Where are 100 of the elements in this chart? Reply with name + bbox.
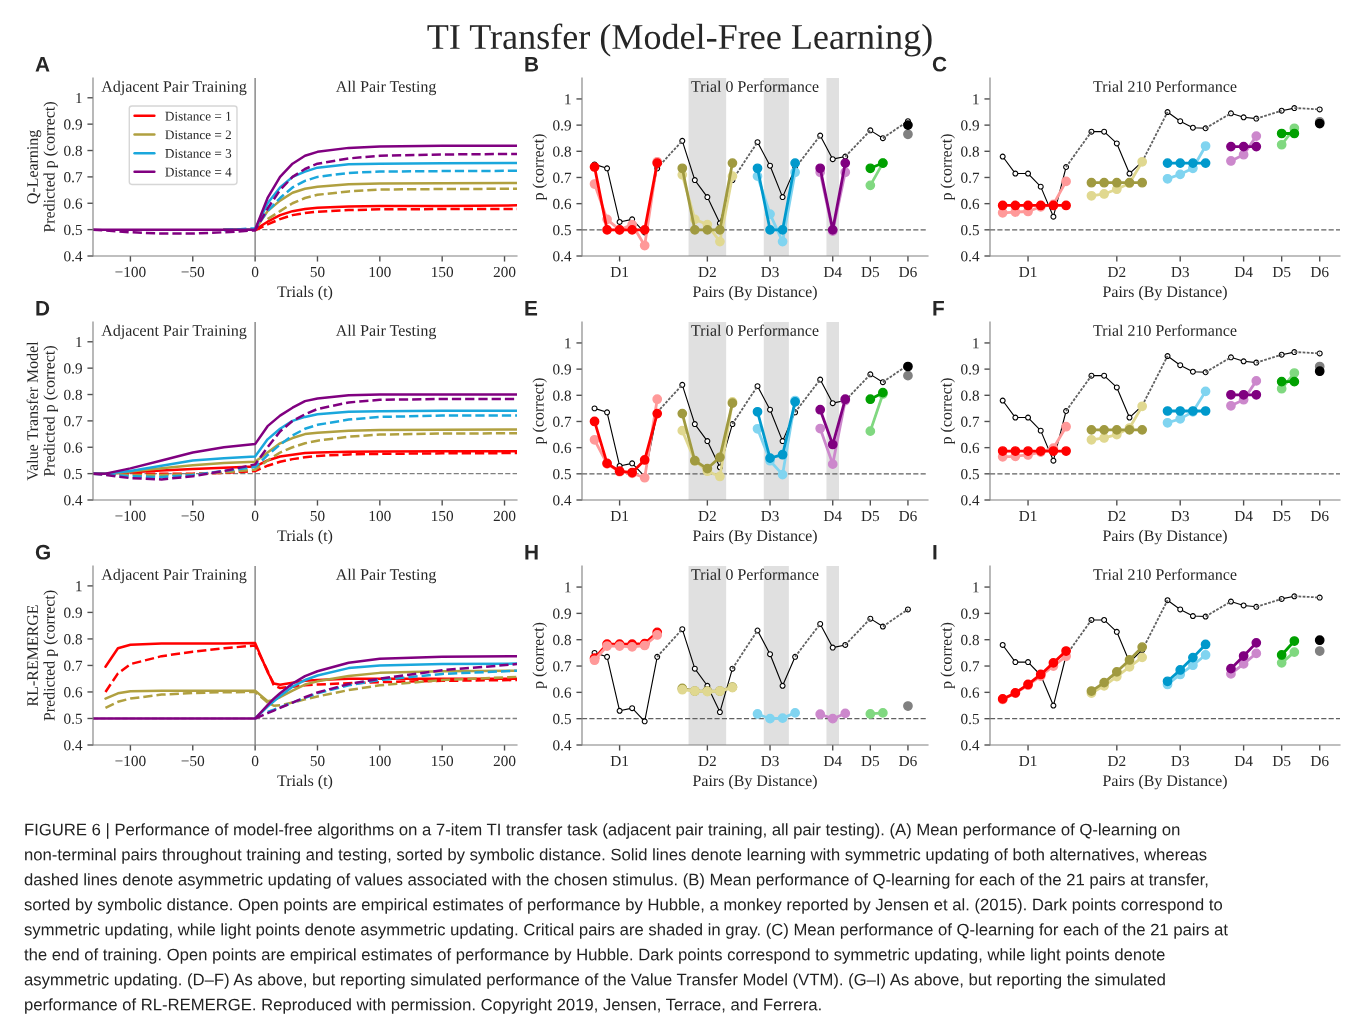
x-tick-label: 50: [310, 266, 325, 278]
x-tick-label: D6: [899, 510, 917, 522]
y-tick-label: 0.9: [961, 364, 979, 375]
y-tick-label: 0.9: [961, 120, 979, 131]
y-tick-label: 0.4: [553, 251, 572, 262]
y-tick-label: 0.5: [961, 224, 979, 236]
text: performance of RL-REMERGE. Reproduced with permission. Copyright 2019, Jensen, Terrace, and Ferrera.: [25, 998, 821, 1014]
x-tick-label: D4: [823, 755, 842, 767]
annotation: All Pair Testing: [335, 568, 437, 584]
y-tick-label: 0.5: [961, 468, 979, 480]
x-tick-label: D6: [899, 266, 917, 278]
y-axis-title: p (correct): [940, 378, 955, 445]
text: the end of training. Open points are empirical estimates of performance by Hubble. Dark points correspond to symmetric updating, while light points denote: [24, 948, 1165, 964]
x-tick-label: D2: [698, 755, 716, 767]
y-tick-label: 0.8: [961, 634, 979, 646]
x-tick-label: D2: [1107, 755, 1126, 767]
x-tick-label: D6: [1310, 755, 1329, 767]
legend-label: Distance = 2: [165, 130, 231, 140]
annotation: Adjacent Pair Training: [101, 324, 247, 340]
chart-title: A: [35, 57, 50, 72]
x-tick-label: D5: [861, 267, 880, 278]
x-tick-label: 0: [251, 266, 259, 278]
chart-title: E: [525, 301, 538, 316]
x-tick-label: D6: [1310, 266, 1329, 278]
x-tick-label: D6: [1310, 510, 1329, 522]
x-tick-label: 200: [493, 510, 516, 522]
y-tick-label: 0.4: [64, 495, 83, 506]
x-tick-label: D5: [1272, 756, 1291, 767]
x-axis-title: Trials (t): [277, 529, 333, 545]
y-tick-label: 0.6: [961, 198, 980, 210]
x-tick-label: 100: [369, 755, 391, 767]
x-tick-label: 0: [251, 755, 259, 767]
y-tick-label: 1: [76, 336, 82, 348]
x-tick-label: D1: [610, 755, 629, 767]
y-tick-label: 0.9: [64, 363, 82, 374]
y-tick-label: 0.6: [961, 687, 980, 698]
y-tick-label: 0.5: [553, 713, 571, 725]
chart-title: H: [525, 545, 538, 560]
text: TI Transfer (Model-Free Learning): [427, 23, 932, 57]
chart-title: F: [933, 301, 944, 316]
x-axis-title: Trials (t): [277, 774, 333, 790]
x-tick-label: −50: [181, 266, 205, 278]
y-tick-label: 0.7: [64, 660, 83, 671]
y-tick-label: 0.4: [553, 495, 572, 506]
y-tick-label: 0.9: [553, 608, 571, 619]
y-axis-title: p (correct): [532, 378, 547, 445]
y-tick-label: 0.4: [64, 740, 83, 751]
x-tick-label: D3: [761, 510, 779, 522]
legend-label: Distance = 1: [165, 111, 231, 121]
x-axis-title: Pairs (By Distance): [1102, 529, 1227, 545]
y-tick-label: 0.7: [553, 661, 572, 672]
x-tick-label: D5: [861, 511, 880, 522]
y-axis-title: p (correct): [532, 622, 547, 689]
y-axis-title: p (correct): [532, 134, 547, 201]
x-tick-label: D3: [761, 266, 779, 278]
y-tick-label: 0.6: [64, 442, 83, 453]
x-tick-label: D4: [1234, 510, 1253, 522]
y-tick-label: 0.5: [64, 468, 82, 480]
y-tick-label: 0.5: [553, 468, 571, 480]
y-axis-title: Q-Learning Predicted p (correct): [27, 102, 58, 233]
chart-title: I: [933, 545, 937, 560]
chart-title: B: [525, 57, 539, 72]
x-axis-title: Pairs (By Distance): [1102, 774, 1227, 790]
text: sorted by symbolic distance. Open points are empirical estimates of performance by Hubble, a monkey reported by Jensen et al. (2015). Dark points correspond to: [24, 898, 1223, 914]
y-tick-label: 0.6: [961, 442, 980, 454]
x-tick-label: D5: [861, 756, 880, 767]
x-tick-label: D2: [698, 266, 716, 278]
x-tick-label: D3: [761, 755, 779, 767]
x-tick-label: D2: [698, 510, 716, 522]
x-axis-title: Pairs (By Distance): [1102, 285, 1227, 301]
x-tick-label: D2: [1107, 510, 1126, 522]
y-tick-label: 1: [565, 582, 571, 593]
x-tick-label: D1: [1019, 510, 1037, 522]
y-tick-label: 1: [973, 94, 979, 105]
x-tick-label: −50: [181, 510, 205, 522]
x-tick-label: −100: [115, 755, 146, 767]
legend-label: Distance = 4: [165, 167, 232, 177]
text: non-terminal pairs throughout training and testing, sorted by symbolic distance. Solid lines denote learning with symmetric updating of both alternatives, whereas: [25, 848, 1207, 864]
y-tick-label: 0.9: [961, 608, 979, 619]
y-tick-label: 0.9: [64, 119, 82, 130]
x-axis-title: Pairs (By Distance): [692, 285, 817, 301]
y-tick-label: 0.8: [64, 634, 82, 645]
chart-subtitle: Trial 210 Performance: [1093, 324, 1237, 336]
y-tick-label: 0.6: [64, 198, 83, 209]
y-tick-label: 0.4: [553, 740, 572, 751]
chart-title: D: [36, 301, 50, 316]
y-tick-label: 0.4: [961, 251, 980, 262]
y-tick-label: 1: [76, 92, 82, 104]
y-tick-label: 0.8: [553, 634, 571, 646]
y-tick-label: 1: [973, 338, 979, 349]
x-tick-label: 100: [369, 510, 391, 522]
x-tick-label: −100: [115, 510, 146, 522]
y-tick-label: 0.5: [961, 713, 979, 725]
y-tick-label: 0.5: [64, 713, 82, 724]
chart-title: C: [932, 56, 947, 72]
y-tick-label: 0.7: [961, 172, 980, 183]
y-tick-label: 0.9: [553, 364, 571, 375]
y-tick-label: 0.7: [64, 172, 83, 183]
x-tick-label: 150: [432, 755, 454, 767]
y-tick-label: 0.8: [64, 145, 82, 157]
